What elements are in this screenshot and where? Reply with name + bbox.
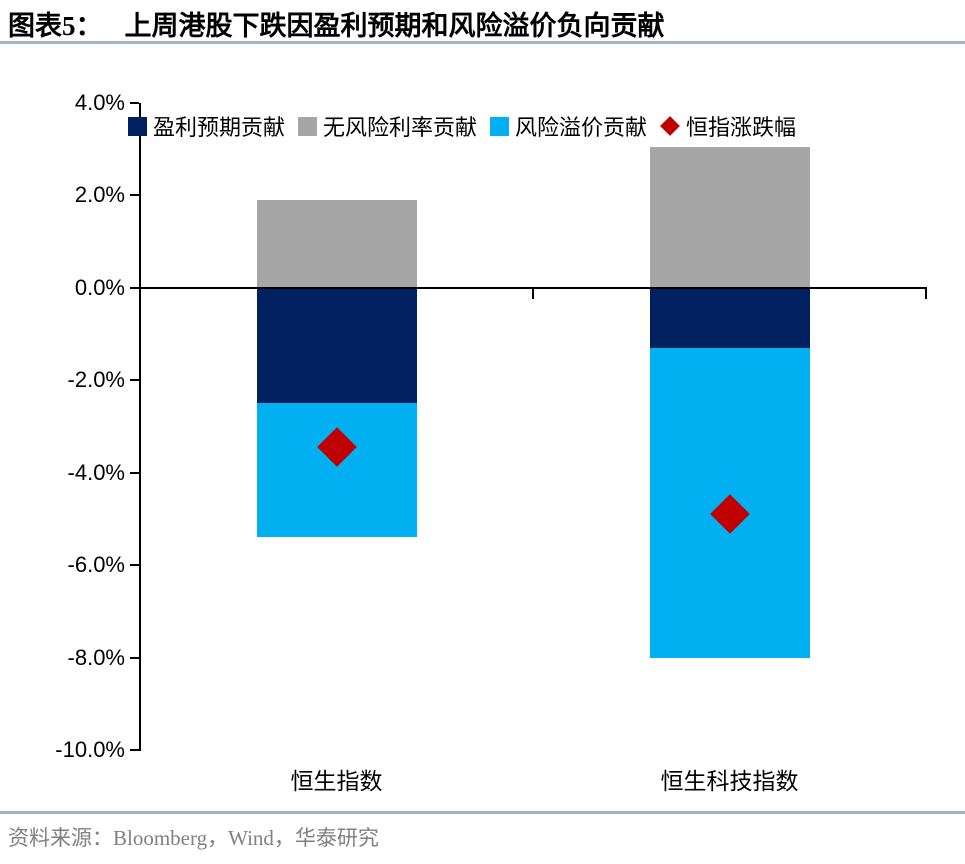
legend-swatch-risk-free-rate-icon xyxy=(298,116,318,136)
source-note: 资料来源：Bloomberg，Wind，华泰研究 xyxy=(8,826,379,850)
y-axis-tick xyxy=(130,286,139,289)
bar-segment-risk-premium-cat0 xyxy=(256,403,417,538)
legend-label: 风险溢价贡献 xyxy=(515,115,648,140)
legend-item-risk-premium: 风险溢价贡献 xyxy=(490,110,647,142)
y-axis-tick xyxy=(130,656,139,659)
legend-diamond-index-change-icon xyxy=(660,116,680,136)
y-axis-tick-label: -6.0% xyxy=(67,552,125,578)
y-axis-tick-label: 2.0% xyxy=(74,182,125,208)
y-axis-tick xyxy=(130,102,139,104)
x-axis-tick xyxy=(532,288,534,299)
legend-item-index-change: 恒指涨跌幅 xyxy=(660,110,796,142)
y-axis-tick-label: -10.0% xyxy=(55,737,125,762)
y-axis-tick-label: -2.0% xyxy=(67,367,125,393)
bar-chart: 盈利预期贡献 无风险利率贡献 风险溢价贡献 恒指涨跌幅 4.0% 2.0% 0.0% -2.… xyxy=(55,90,927,794)
bar-segment-risk-free-rate-cat0 xyxy=(256,200,417,288)
y-axis-tick-label: 0.0% xyxy=(74,274,125,300)
title-divider xyxy=(0,41,965,44)
x-axis-category-label-1: 恒生科技指数 xyxy=(660,769,799,794)
legend-item-risk-free-rate: 无风险利率贡献 xyxy=(298,110,477,142)
y-axis-tick xyxy=(130,379,139,382)
x-axis-category-label-0: 恒生指数 xyxy=(290,769,383,794)
y-axis-tick xyxy=(130,194,139,197)
x-axis-zero-line xyxy=(139,286,927,289)
figure-title: 上周港股下跌因盈利预期和风险溢价负向贡献 xyxy=(124,11,665,41)
figure-label: 图表5： xyxy=(8,11,103,41)
legend-label: 恒指涨跌幅 xyxy=(686,115,797,140)
legend-swatch-earnings-expectation-icon xyxy=(128,116,147,136)
bar-segment-earnings-expectation-cat0 xyxy=(256,287,417,404)
bar-segment-earnings-expectation-cat1 xyxy=(649,287,810,348)
y-axis-tick xyxy=(130,749,139,751)
x-axis-tick xyxy=(925,288,927,299)
footer-divider xyxy=(0,811,965,814)
y-axis-tick xyxy=(130,564,139,567)
y-axis-tick-label: -4.0% xyxy=(67,459,125,485)
bar-segment-risk-free-rate-cat1 xyxy=(649,146,810,288)
legend-label: 盈利预期贡献 xyxy=(153,115,286,140)
y-axis-tick-label: -8.0% xyxy=(67,644,125,670)
y-axis-tick-label: 4.0% xyxy=(74,90,125,115)
figure-header: 图表5： 上周港股下跌因盈利预期和风险溢价负向贡献 xyxy=(8,4,665,43)
y-axis-tick xyxy=(130,471,139,474)
y-axis-line xyxy=(139,103,141,751)
legend-item-earnings-expectation: 盈利预期贡献 xyxy=(128,110,285,142)
legend-swatch-risk-premium-icon xyxy=(490,116,510,136)
legend-label: 无风险利率贡献 xyxy=(323,115,478,140)
chart-legend: 盈利预期贡献 无风险利率贡献 风险溢价贡献 恒指涨跌幅 xyxy=(128,110,796,142)
